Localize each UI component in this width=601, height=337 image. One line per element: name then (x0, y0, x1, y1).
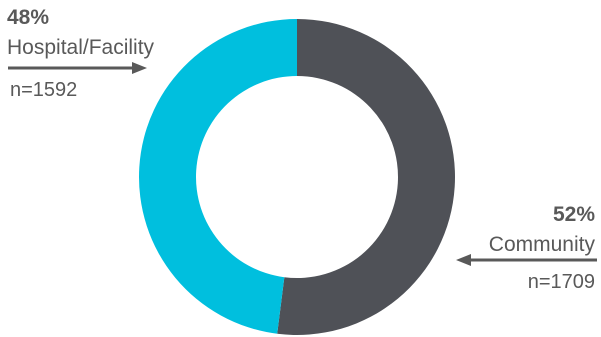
donut-slice-hospital-facility (139, 18, 297, 334)
slice-count-label: n=1592 (10, 79, 78, 101)
slice-count-label: n=1709 (527, 271, 595, 293)
donut-slices (139, 18, 455, 335)
slice-percent-label: 52% (552, 203, 595, 226)
donut-slice-community (277, 19, 455, 335)
slice-category-label: Hospital/Facility (7, 36, 155, 59)
arrow-left-icon (456, 254, 597, 266)
slice-percent-label: 48% (7, 6, 50, 29)
arrow-right-icon (8, 62, 147, 74)
slice-category-label: Community (488, 233, 595, 256)
